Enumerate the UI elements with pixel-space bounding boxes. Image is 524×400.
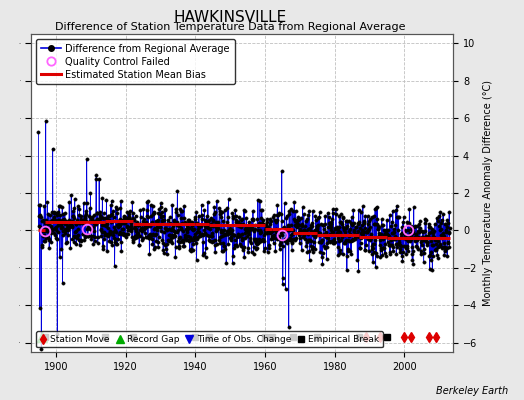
Y-axis label: Monthly Temperature Anomaly Difference (°C): Monthly Temperature Anomaly Difference (… — [483, 80, 493, 306]
Legend: Station Move, Record Gap, Time of Obs. Change, Empirical Break: Station Move, Record Gap, Time of Obs. C… — [36, 331, 383, 348]
Text: Berkeley Earth: Berkeley Earth — [436, 386, 508, 396]
Text: HAWKINSVILLE: HAWKINSVILLE — [174, 10, 287, 25]
Text: Difference of Station Temperature Data from Regional Average: Difference of Station Temperature Data f… — [56, 22, 406, 32]
